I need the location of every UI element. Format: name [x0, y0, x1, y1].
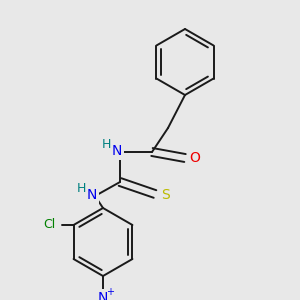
Text: O: O: [190, 151, 200, 165]
Text: H: H: [76, 182, 86, 194]
Text: N: N: [98, 291, 108, 300]
Text: Cl: Cl: [44, 218, 56, 230]
Text: N: N: [87, 188, 97, 202]
Text: +: +: [106, 287, 114, 297]
Text: H: H: [101, 137, 111, 151]
Text: S: S: [162, 188, 170, 202]
Text: N: N: [112, 144, 122, 158]
